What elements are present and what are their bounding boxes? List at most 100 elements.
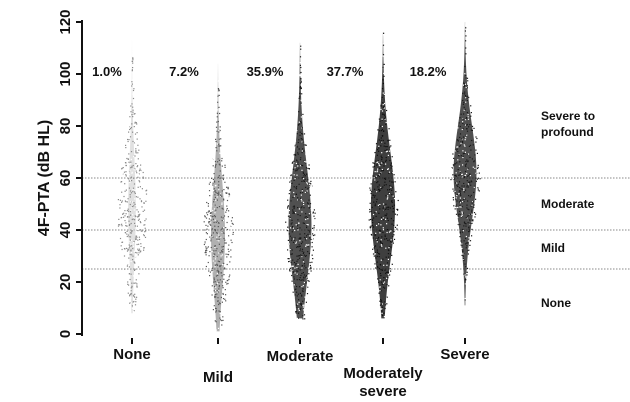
violin-point: [135, 267, 137, 269]
violin-point: [469, 124, 471, 126]
violin-point: [129, 116, 131, 118]
violin-point: [470, 105, 472, 107]
violin-point: [214, 160, 217, 163]
violin-point: [132, 102, 134, 104]
violin-point: [369, 211, 371, 213]
violin-point: [381, 303, 383, 305]
violin-point: [384, 92, 386, 94]
violin-point: [221, 147, 223, 149]
violin-point: [131, 206, 134, 208]
violin-point: [462, 103, 464, 105]
violin-point: [390, 230, 392, 232]
violin-point: [391, 254, 393, 256]
violin-point: [382, 102, 384, 104]
violin-point: [299, 64, 301, 66]
violin-point: [468, 228, 470, 230]
violin-point: [228, 250, 230, 253]
violin-point: [311, 185, 313, 187]
violin-point: [214, 159, 216, 161]
violin-point: [213, 208, 216, 210]
violin-point: [212, 232, 214, 234]
violin-point: [466, 99, 468, 102]
violin-point: [301, 93, 303, 95]
violin-point: [215, 138, 217, 140]
violin-point: [371, 224, 374, 226]
violin-point: [298, 308, 300, 310]
violin-point: [137, 249, 139, 251]
violin-point: [293, 278, 295, 280]
violin-point: [464, 83, 466, 85]
violin-point: [465, 242, 468, 244]
violin-point: [299, 250, 301, 252]
violin-point: [380, 269, 382, 271]
violin-point: [130, 297, 132, 299]
violin-point: [380, 301, 382, 303]
violin-point: [140, 250, 142, 252]
violin-point: [302, 309, 305, 311]
violin-point: [135, 152, 137, 154]
violin-point: [466, 124, 468, 126]
violin-point: [215, 275, 218, 277]
violin-point: [218, 90, 220, 92]
violin-point: [307, 188, 309, 190]
violin-point: [391, 194, 393, 196]
violin-point: [393, 232, 395, 234]
violin-point: [129, 211, 131, 213]
violin-point: [217, 300, 219, 302]
violin-point: [138, 248, 141, 250]
violin-point: [293, 276, 295, 278]
violin-point: [312, 234, 314, 237]
violin-point: [135, 282, 137, 284]
violin-point: [292, 227, 294, 229]
violin-point: [214, 285, 216, 288]
violin-point: [387, 273, 389, 275]
violin-point: [303, 144, 305, 146]
violin-point: [305, 144, 307, 146]
violin-point: [223, 155, 225, 157]
violin-point: [312, 212, 314, 214]
violin-point: [221, 228, 223, 230]
violin-point: [462, 164, 464, 166]
violin-point: [472, 219, 474, 221]
violin-point: [385, 203, 387, 205]
violin-point: [457, 183, 459, 185]
violin-point: [455, 214, 457, 216]
violin-point: [222, 177, 225, 179]
violin-point: [385, 123, 387, 125]
violin-point: [218, 138, 220, 140]
violin-point: [136, 286, 138, 288]
violin-point: [387, 168, 389, 170]
violin-point: [459, 192, 461, 194]
violin-point: [313, 225, 315, 227]
violin-point: [311, 241, 313, 244]
violin-point: [215, 286, 217, 288]
violin-point: [131, 239, 133, 241]
violin-point: [381, 113, 384, 115]
violin-point: [292, 210, 294, 212]
violin-point: [222, 154, 224, 156]
violin-point: [467, 167, 469, 169]
violin-point: [138, 215, 140, 217]
violin-point: [465, 118, 467, 120]
violin-point: [306, 182, 308, 184]
violin-point: [224, 289, 226, 291]
violin-point: [287, 206, 289, 208]
violin-point: [302, 165, 304, 167]
violin-point: [460, 142, 462, 144]
violin-point: [301, 286, 303, 288]
violin-point: [134, 168, 136, 170]
violin-point: [144, 227, 146, 229]
violin-point: [300, 165, 302, 167]
violin-point: [126, 233, 128, 235]
violin-point: [306, 224, 308, 226]
violin-point: [142, 210, 144, 212]
violin-point: [384, 287, 386, 289]
violin-point: [465, 160, 467, 163]
violin-point: [301, 133, 303, 135]
violin-point: [381, 162, 383, 164]
violin-point: [221, 251, 223, 253]
violin-point: [129, 163, 131, 166]
violin-point: [475, 149, 477, 151]
violin-point: [213, 198, 215, 201]
violin-point: [459, 214, 461, 216]
